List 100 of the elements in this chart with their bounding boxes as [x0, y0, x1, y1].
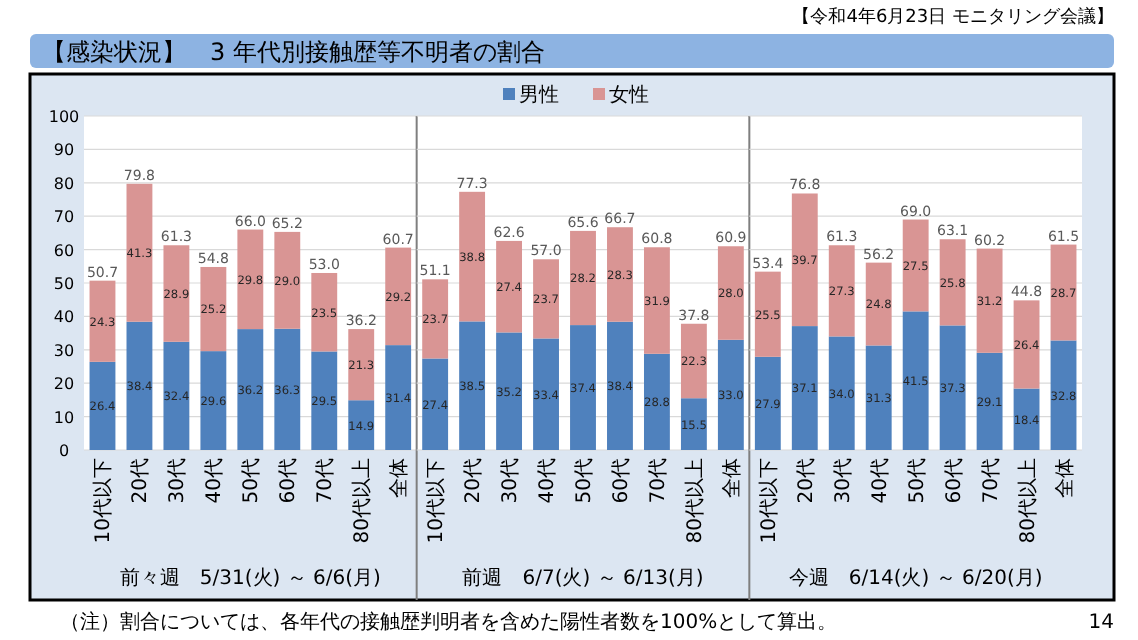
bar	[754, 356, 781, 450]
bar	[459, 191, 486, 322]
chart-title: 【感染状況】 3 年代別接触歴等不明者の割合	[42, 38, 545, 66]
x-axis-title: 前々週 5/31(火) ～ 6/6(月)	[119, 566, 382, 590]
bar	[274, 231, 301, 329]
x-tick-label: 全体	[387, 458, 412, 498]
bar	[533, 259, 559, 339]
y-tick-label: 40	[53, 308, 75, 327]
x-tick-label: 40代	[537, 458, 560, 504]
x-tick-label: 30代	[167, 458, 190, 504]
y-tick-label: 70	[53, 208, 75, 227]
bar	[348, 400, 375, 450]
x-axis-title: 今週 6/14(火) ～ 6/20(月)	[788, 566, 1043, 590]
x-tick-label: 20代	[130, 458, 153, 504]
x-tick-label: 10代以下	[424, 458, 449, 544]
bar	[643, 353, 670, 450]
bar	[754, 271, 781, 357]
x-tick-label: 70代	[315, 458, 338, 504]
x-tick-label: 20代	[795, 458, 818, 504]
bar	[1050, 244, 1077, 341]
bar	[459, 321, 486, 450]
y-tick-label: 80	[53, 174, 75, 193]
x-tick-label: 全体	[719, 458, 744, 498]
bar	[865, 345, 892, 450]
x-tick-label: 50代	[906, 458, 929, 504]
bar	[348, 329, 375, 401]
bar	[274, 328, 301, 450]
x-tick-label: 60代	[610, 458, 633, 504]
x-tick-label: 30代	[832, 458, 855, 504]
x-tick-label: 80代以上	[350, 458, 375, 544]
bar	[791, 326, 818, 450]
legend-label: 男性	[519, 83, 559, 107]
bar	[828, 336, 855, 450]
bar	[570, 325, 596, 450]
x-tick-label: 60代	[943, 458, 966, 504]
bar	[680, 398, 707, 450]
bar	[717, 339, 744, 450]
bar	[385, 247, 412, 346]
x-axis-title: 前週 6/7(火) ～ 6/13(月)	[462, 566, 704, 590]
bar	[1050, 340, 1077, 450]
bar	[311, 351, 338, 450]
legend-label: 女性	[609, 83, 649, 107]
bar	[385, 345, 412, 450]
x-tick-label: 80代以上	[1015, 458, 1040, 544]
bar	[163, 341, 190, 450]
bar	[902, 311, 929, 450]
x-tick-label: 40代	[204, 458, 227, 504]
x-tick-label: 40代	[869, 458, 892, 504]
bar	[828, 245, 855, 337]
bar	[865, 262, 892, 346]
bar	[680, 323, 707, 399]
x-tick-label: 30代	[500, 458, 523, 504]
y-tick-label: 60	[53, 241, 75, 260]
bar	[976, 248, 1003, 353]
bar	[533, 338, 559, 450]
x-tick-label: 50代	[241, 458, 264, 504]
x-tick-label: 10代以下	[91, 458, 116, 544]
bar	[89, 361, 116, 450]
x-tick-label: 20代	[463, 458, 486, 504]
bar	[902, 219, 929, 312]
bar	[570, 230, 596, 326]
bar	[643, 247, 670, 354]
bar	[1013, 300, 1040, 389]
bar	[607, 227, 633, 322]
x-tick-label: 10代以下	[756, 458, 781, 544]
y-tick-label: 20	[53, 375, 75, 394]
y-tick-label: 10	[53, 408, 75, 427]
x-tick-label: 全体	[1052, 458, 1077, 498]
y-tick-label: 100	[48, 108, 80, 126]
bar	[939, 239, 966, 326]
bar	[89, 280, 116, 362]
bar	[422, 279, 449, 359]
bar	[126, 321, 153, 450]
bar	[607, 321, 633, 450]
x-tick-label: 60代	[278, 458, 301, 504]
text: 【令和4年6月23日 モニタリング会議】	[792, 6, 1114, 28]
bar	[311, 272, 338, 352]
bar	[237, 329, 264, 450]
bar	[496, 332, 523, 450]
bar	[717, 246, 744, 340]
bar	[496, 240, 523, 333]
bar	[939, 325, 966, 450]
x-tick-label: 70代	[980, 458, 1003, 504]
bar	[237, 229, 264, 330]
y-tick-label: 30	[53, 341, 75, 360]
y-tick-label: 90	[53, 141, 75, 160]
bar	[791, 193, 818, 327]
x-tick-label: 50代	[574, 458, 596, 504]
x-tick-label: 80代以上	[682, 458, 707, 544]
text: 14	[1088, 612, 1114, 634]
bar	[200, 266, 227, 352]
x-tick-label: 70代	[647, 458, 670, 504]
text: （注）割合については、各年代の接触歴判明者を含めた陽性者数を100%として算出。	[60, 610, 838, 634]
bar	[422, 358, 449, 450]
bar	[126, 183, 153, 322]
y-tick-label: 50	[53, 275, 75, 293]
y-tick-label: 0	[58, 442, 70, 460]
bar	[163, 245, 190, 342]
bar	[200, 351, 227, 450]
bar	[976, 352, 1003, 450]
